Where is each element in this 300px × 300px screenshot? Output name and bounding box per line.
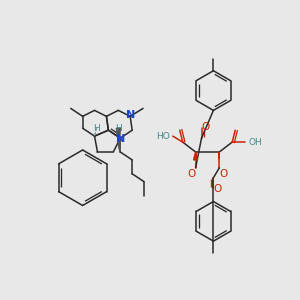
Text: N: N [126,110,135,120]
Polygon shape [194,152,198,160]
Text: N: N [116,134,125,144]
Text: OH: OH [248,138,262,147]
Polygon shape [116,128,120,150]
Text: H: H [115,124,122,133]
Text: O: O [201,122,210,132]
Text: H: H [93,124,100,133]
Text: O: O [213,184,221,194]
Text: HO: HO [156,132,170,141]
Text: O: O [188,169,196,179]
Text: O: O [219,169,227,179]
